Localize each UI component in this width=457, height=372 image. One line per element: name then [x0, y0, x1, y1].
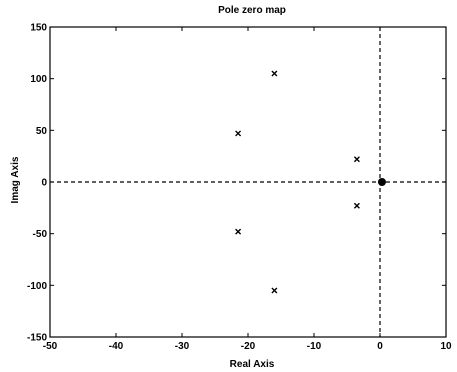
pole-zero-markers	[235, 70, 386, 294]
x-tick-label: -20	[241, 341, 256, 352]
y-tick-label: -150	[27, 333, 47, 344]
axis-ticks	[49, 26, 447, 338]
pole-marker	[271, 287, 278, 294]
pole-marker	[353, 156, 360, 163]
x-tick-label: -40	[109, 341, 124, 352]
pole-marker	[235, 130, 242, 137]
x-axis-title: Real Axis	[230, 359, 275, 370]
zero-marker	[377, 178, 386, 186]
pole-marker	[353, 202, 360, 209]
y-tick-label: -100	[27, 281, 47, 292]
pole-marker	[271, 70, 278, 77]
y-tick-label: 0	[41, 178, 47, 189]
pole-marker	[235, 228, 242, 235]
y-axis-title: Imag Axis	[10, 156, 21, 203]
x-tick-label: -50	[43, 341, 58, 352]
x-tick-label: 0	[377, 341, 383, 352]
y-tick-label: 150	[30, 23, 47, 34]
x-tick-label: -30	[175, 341, 190, 352]
x-tick-label: 10	[440, 341, 452, 352]
y-tick-label: -50	[33, 229, 48, 240]
chart-title: Pole zero map	[218, 5, 286, 16]
y-tick-label: 50	[36, 126, 48, 137]
y-tick-label: 100	[30, 74, 47, 85]
x-tick-label: -10	[307, 341, 322, 352]
